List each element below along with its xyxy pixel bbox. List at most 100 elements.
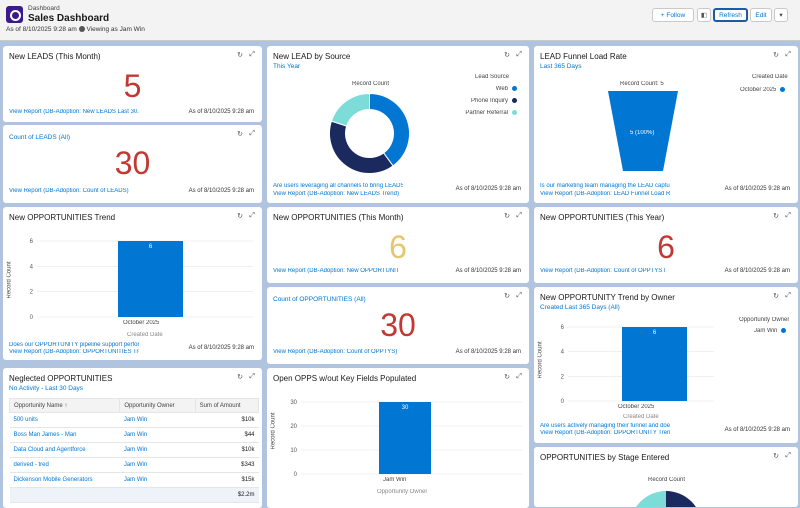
- card-new-opps-year: New OPPORTUNITIES (This Year) ↻ ⤢ 6 View…: [534, 207, 798, 283]
- refresh-icon[interactable]: ↻: [773, 213, 779, 220]
- view-report-link[interactable]: View Report (DB-Adoption: New LEADS Tren…: [273, 191, 399, 197]
- y-tick-label: 10: [290, 448, 297, 454]
- follow-button[interactable]: + Follow: [652, 8, 694, 22]
- refresh-icon[interactable]: ↻: [504, 213, 510, 220]
- y-axis-label: Record Count: [6, 261, 13, 299]
- refresh-icon[interactable]: ↻: [773, 453, 779, 460]
- card-open-opps-key-fields: Open OPPS w/out Key Fields Populated ↻ ⤢…: [267, 368, 529, 508]
- metric-value: 6: [657, 229, 675, 265]
- legend-swatch: [512, 98, 517, 103]
- edit-dropdown-button[interactable]: ▾: [774, 8, 788, 22]
- owner-link[interactable]: Jam Win: [119, 442, 196, 458]
- bar-value-label: 30: [402, 405, 409, 411]
- view-report-link[interactable]: View Report (DB-Adoption: New LEADS Last…: [9, 109, 139, 115]
- view-report-link[interactable]: View Report (DB-Adoption: OPPORTUNITIES …: [9, 349, 139, 355]
- amount-cell: $10k: [195, 412, 259, 428]
- bar[interactable]: [622, 327, 687, 401]
- donut-slice-partner-referral[interactable]: [330, 92, 370, 127]
- user-icon: [78, 26, 85, 33]
- chart-description: Does our OPPORTUNITY pipeline support pe…: [9, 342, 139, 348]
- donut-slice-web[interactable]: [369, 92, 410, 167]
- expand-icon[interactable]: ⤢: [249, 373, 255, 380]
- donut-slice-phone-inquiry[interactable]: [329, 120, 394, 174]
- refresh-icon[interactable]: ↻: [237, 52, 243, 59]
- view-report-link[interactable]: View Report (DB-Adoption: LEAD Funnel Lo…: [540, 191, 670, 197]
- view-report-link[interactable]: View Report (DB-Adoption: Count of OPPTY…: [273, 349, 398, 355]
- metric-value: 6: [389, 229, 407, 265]
- view-report-link[interactable]: View Report (DB-Adoption: Count of OPPTY…: [540, 268, 665, 274]
- legend-item: Partner Referral: [465, 110, 517, 116]
- expand-icon[interactable]: ⤢: [249, 212, 255, 219]
- card-opps-by-stage: OPPORTUNITIES by Stage Entered ↻ ⤢ Recor…: [534, 447, 798, 507]
- x-category-label: Jam Win: [383, 477, 407, 483]
- column-header[interactable]: Opportunity Owner: [119, 398, 196, 413]
- refresh-icon[interactable]: ↻: [773, 293, 779, 300]
- card-title: New LEAD by Source: [273, 52, 351, 61]
- card-title: OPPORTUNITIES by Stage Entered: [540, 453, 670, 462]
- opportunity-link[interactable]: Data Cloud and Agentforce: [9, 442, 120, 458]
- expand-icon[interactable]: ⤢: [516, 292, 522, 299]
- opportunity-link[interactable]: Dickenson Mobile Generators: [9, 472, 120, 488]
- as-of-text: As of 8/10/2025 9:28 am: [455, 349, 521, 355]
- expand-icon[interactable]: ⤢: [785, 51, 791, 58]
- as-of-text: As of 8/10/2025 9:28 am: [455, 268, 521, 274]
- view-report-link[interactable]: View Report (DB-Adoption: Count of LEADS…: [9, 188, 129, 194]
- card-subtitle: This Year: [273, 63, 301, 70]
- card-subtitle: Count of LEADS (All): [9, 134, 71, 141]
- owner-link[interactable]: Jam Win: [119, 412, 196, 428]
- bar[interactable]: [379, 402, 431, 474]
- chart-description: Are users leveraging all channels to bri…: [273, 183, 403, 189]
- expand-icon[interactable]: ⤢: [516, 212, 522, 219]
- bar[interactable]: [118, 241, 183, 317]
- table-row: derived - tred Jam Win $343: [9, 457, 259, 473]
- bar-chart: 6 4 2 0 6: [30, 239, 253, 319]
- legend-title: Lead Source: [475, 74, 510, 80]
- card-opps-by-owner: New OPPORTUNITY Trend by Owner Created L…: [534, 287, 798, 443]
- donut-chart: [329, 92, 410, 174]
- breadcrumb[interactable]: Dashboard: [28, 5, 60, 12]
- refresh-button[interactable]: Refresh: [713, 8, 748, 22]
- view-report-link[interactable]: View Report (DB-Adoption: New OPPORTUNIT…: [273, 268, 398, 274]
- expand-icon[interactable]: ⤢: [249, 51, 255, 58]
- view-report-link[interactable]: View Report (DB-Adoption: OPPORTUNITY Tr…: [540, 430, 670, 436]
- x-category-label: October 2025: [618, 404, 655, 410]
- expand-icon[interactable]: ⤢: [516, 51, 522, 58]
- amount-cell: $15k: [195, 472, 259, 488]
- legend-item: October 2025: [740, 87, 786, 93]
- amount-cell: $44: [195, 427, 259, 443]
- column-header[interactable]: Opportunity Name ↑: [8, 398, 121, 413]
- opportunity-link[interactable]: 500 units: [9, 412, 120, 428]
- edit-button[interactable]: Edit: [750, 8, 772, 22]
- y-tick-label: 4: [30, 264, 34, 270]
- card-title: New LEADS (This Month): [9, 52, 101, 61]
- refresh-icon[interactable]: ↻: [504, 293, 510, 300]
- expand-icon[interactable]: ⤢: [785, 452, 791, 459]
- refresh-icon[interactable]: ↻: [237, 374, 243, 381]
- owner-link[interactable]: Jam Win: [119, 472, 196, 488]
- theme-toggle-button[interactable]: ◧: [697, 8, 711, 22]
- refresh-icon[interactable]: ↻: [237, 213, 243, 220]
- funnel-top-label: Record Count: 5: [620, 81, 664, 87]
- refresh-icon[interactable]: ↻: [237, 131, 243, 138]
- card-subtitle: Count of OPPORTUNITIES (All): [273, 296, 366, 303]
- as-of-text: As of 8/10/2025 9:28 am: [724, 186, 790, 192]
- owner-link[interactable]: Jam Win: [119, 457, 196, 473]
- expand-icon[interactable]: ⤢: [785, 212, 791, 219]
- as-of-text: As of 8/10/2025 9:28 am: [455, 186, 521, 192]
- legend-item: Phone Inquiry: [471, 98, 517, 104]
- y-tick-label: 20: [290, 424, 297, 430]
- legend-swatch: [780, 87, 786, 92]
- expand-icon[interactable]: ⤢: [785, 292, 791, 299]
- refresh-icon[interactable]: ↻: [504, 52, 510, 59]
- opportunity-link[interactable]: Boss Man James - Man: [9, 427, 120, 443]
- card-count-opps: Count of OPPORTUNITIES (All) ↻ ⤢ 30 View…: [267, 287, 529, 364]
- owner-link[interactable]: Jam Win: [119, 427, 196, 443]
- refresh-icon[interactable]: ↻: [773, 52, 779, 59]
- funnel-bar: [608, 91, 678, 171]
- expand-icon[interactable]: ⤢: [516, 373, 522, 380]
- expand-icon[interactable]: ⤢: [249, 130, 255, 137]
- card-subtitle: Last 365 Days: [540, 63, 582, 70]
- refresh-icon[interactable]: ↻: [504, 374, 510, 381]
- column-header[interactable]: Sum of Amount: [194, 398, 260, 413]
- opportunity-link[interactable]: derived - tred: [9, 457, 120, 473]
